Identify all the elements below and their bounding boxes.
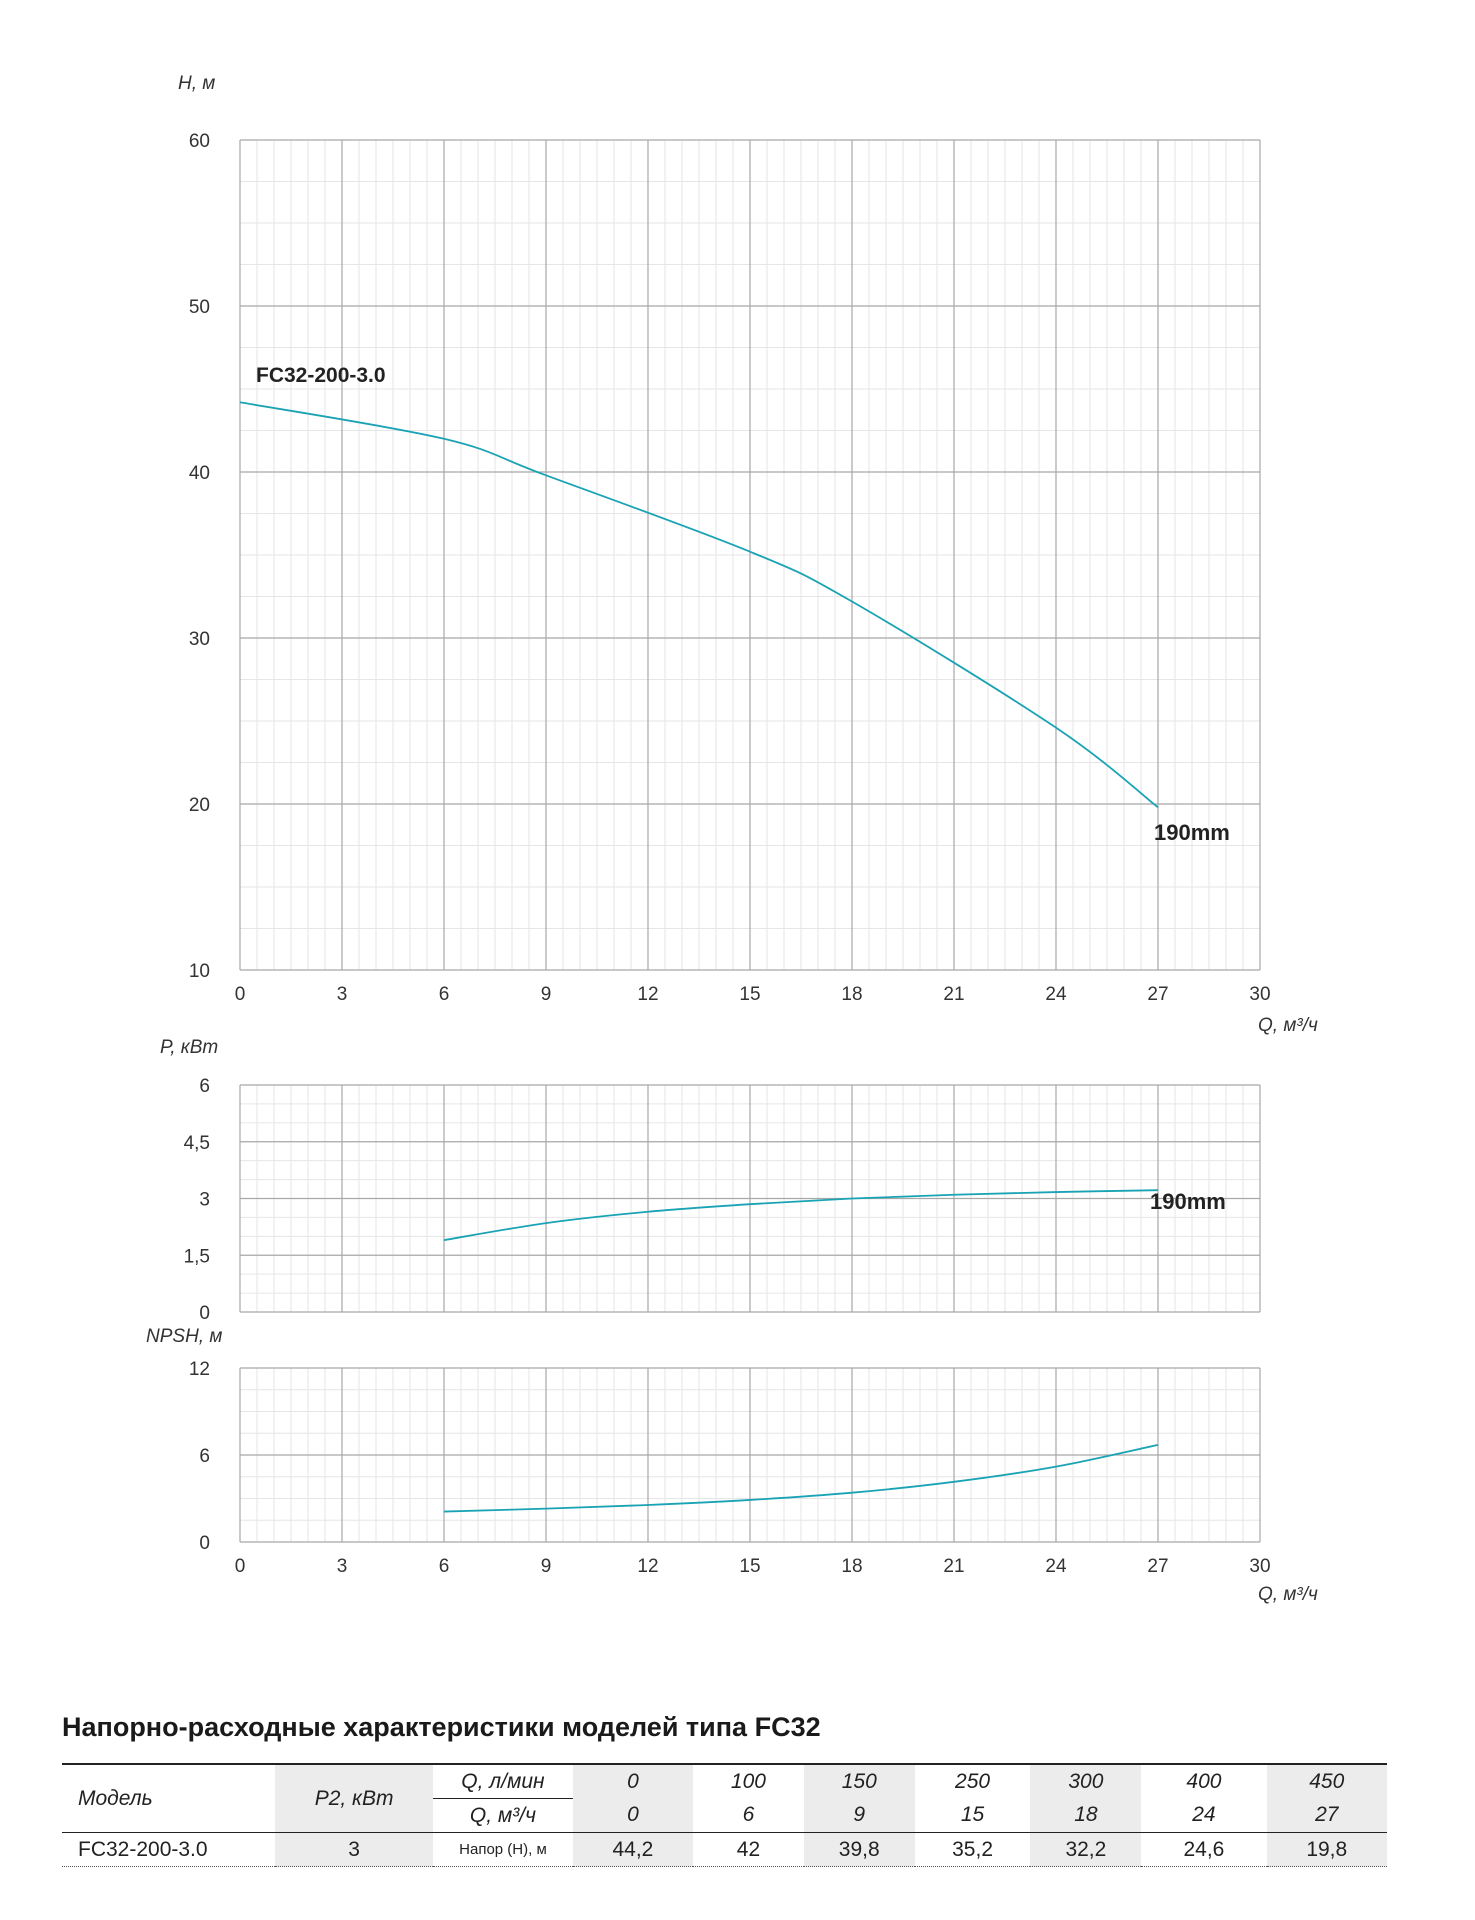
x-tick-label: 6 bbox=[439, 1556, 450, 1577]
power-chart: 0 1,5 3 4,5 6 P, кВт 190mm bbox=[160, 1037, 1261, 1324]
table-cell: 39,8 bbox=[803, 1832, 915, 1867]
y-tick-label: 60 bbox=[189, 131, 210, 152]
q-m3h-header: Q, м³/ч bbox=[433, 1798, 573, 1833]
table-cell: 42 bbox=[693, 1832, 804, 1867]
x-tick-label: 6 bbox=[439, 984, 450, 1005]
x-tick-label: 3 bbox=[337, 984, 348, 1005]
x-tick-label: 30 bbox=[1249, 984, 1270, 1005]
npsh-chart-y-ticks: 0 6 12 bbox=[189, 1359, 210, 1554]
x-tick-label: 12 bbox=[637, 984, 658, 1005]
head-curve-impeller-label: 190mm bbox=[1154, 820, 1230, 845]
npsh-chart-grid bbox=[239, 1367, 1261, 1543]
x-tick-label: 27 bbox=[1147, 984, 1168, 1005]
power-y-axis-label: P, кВт bbox=[160, 1037, 218, 1058]
table-cell: 19,8 bbox=[1266, 1832, 1387, 1867]
x-tick-label: 18 bbox=[841, 1556, 862, 1577]
npsh-chart: 0 6 12 0 3 6 9 12 15 18 21 24 27 30 NPSH, м Q, м³/ч bbox=[146, 1326, 1318, 1605]
model-header: Модель bbox=[62, 1763, 275, 1833]
x-tick-label: 21 bbox=[943, 1556, 964, 1577]
y-tick-label: 30 bbox=[189, 629, 210, 650]
table-title: Напорно-расходные характеристики моделей… bbox=[62, 1712, 821, 1742]
y-tick-label: 50 bbox=[189, 297, 210, 318]
model-name-cell: FC32-200-3.0 bbox=[62, 1832, 275, 1867]
head-chart-x-ticks: 0 3 6 9 12 15 18 21 24 27 30 bbox=[235, 984, 1271, 1005]
table-cell: 9 bbox=[803, 1798, 915, 1833]
table-cell: 44,2 bbox=[572, 1832, 694, 1867]
table-cell: 150 bbox=[803, 1763, 915, 1799]
npsh-x-axis-label: Q, м³/ч bbox=[1258, 1584, 1318, 1605]
table-cell: 0 bbox=[572, 1798, 694, 1833]
table-row-q-m3h: Q, м³/ч 0 6 9 15 18 24 27 bbox=[62, 1798, 1387, 1833]
table-cell: 24 bbox=[1141, 1798, 1267, 1833]
table-cell: 400 bbox=[1141, 1763, 1267, 1799]
x-tick-label: 18 bbox=[841, 984, 862, 1005]
y-tick-label: 10 bbox=[189, 961, 210, 982]
head-label-cell: Напор (Н), м bbox=[433, 1832, 573, 1867]
table-cell: 15 bbox=[914, 1798, 1031, 1833]
q-lmin-header: Q, л/мин bbox=[433, 1763, 573, 1799]
table-cell: 0 bbox=[572, 1763, 694, 1799]
head-chart-grid bbox=[239, 139, 1261, 971]
power-chart-grid bbox=[239, 1084, 1261, 1313]
power-curve bbox=[443, 1189, 1159, 1242]
x-tick-label: 15 bbox=[739, 984, 760, 1005]
y-tick-label: 20 bbox=[189, 795, 210, 816]
table-row-q-lmin: Модель P2, кВт Q, л/мин 0 100 150 250 30… bbox=[62, 1763, 1387, 1833]
table-cell: 300 bbox=[1030, 1763, 1142, 1799]
head-curve-model-label: FC32-200-3.0 bbox=[256, 364, 386, 387]
x-tick-label: 12 bbox=[637, 1556, 658, 1577]
p2-header: P2, кВт bbox=[274, 1763, 434, 1833]
head-x-axis-label: Q, м³/ч bbox=[1258, 1015, 1318, 1036]
table-cell: 32,2 bbox=[1030, 1832, 1142, 1867]
x-tick-label: 15 bbox=[739, 1556, 760, 1577]
power-chart-y-ticks: 0 1,5 3 4,5 6 bbox=[184, 1076, 210, 1324]
x-tick-label: 3 bbox=[337, 1556, 348, 1577]
x-tick-label: 0 bbox=[235, 1556, 246, 1577]
y-tick-label: 6 bbox=[199, 1076, 210, 1097]
x-tick-label: 0 bbox=[235, 984, 246, 1005]
table-cell: 27 bbox=[1266, 1798, 1387, 1833]
npsh-chart-x-ticks: 0 3 6 9 12 15 18 21 24 27 30 bbox=[235, 1556, 1271, 1577]
table-cell: 18 bbox=[1030, 1798, 1142, 1833]
x-tick-label: 21 bbox=[943, 984, 964, 1005]
y-tick-label: 1,5 bbox=[184, 1246, 210, 1267]
table-cell: 450 bbox=[1266, 1763, 1387, 1799]
head-chart-y-ticks: 10 20 30 40 50 60 bbox=[189, 131, 210, 982]
x-tick-label: 24 bbox=[1045, 984, 1067, 1005]
npsh-y-axis-label: NPSH, м bbox=[146, 1326, 222, 1347]
x-tick-label: 9 bbox=[541, 1556, 552, 1577]
table-cell: 35,2 bbox=[914, 1832, 1031, 1867]
x-tick-label: 9 bbox=[541, 984, 552, 1005]
y-tick-label: 40 bbox=[189, 463, 210, 484]
head-curve bbox=[239, 401, 1159, 809]
y-tick-label: 3 bbox=[199, 1190, 210, 1211]
y-tick-label: 6 bbox=[199, 1446, 210, 1467]
y-tick-label: 4,5 bbox=[184, 1133, 210, 1154]
x-tick-label: 24 bbox=[1045, 1556, 1067, 1577]
table-row-model: FC32-200-3.0 3 Напор (Н), м 44,2 42 39,8… bbox=[62, 1832, 1387, 1867]
performance-table: Модель P2, кВт Q, л/мин 0 100 150 250 30… bbox=[62, 1763, 1387, 1867]
head-y-axis-label: H, м bbox=[178, 73, 215, 94]
npsh-curve bbox=[443, 1443, 1159, 1513]
x-tick-label: 30 bbox=[1249, 1556, 1270, 1577]
table-cell: 24,6 bbox=[1141, 1832, 1267, 1867]
y-tick-label: 0 bbox=[199, 1533, 210, 1554]
power-curve-impeller-label: 190mm bbox=[1150, 1189, 1226, 1214]
x-tick-label: 27 bbox=[1147, 1556, 1168, 1577]
table-cell: 100 bbox=[693, 1763, 804, 1799]
y-tick-label: 12 bbox=[189, 1359, 210, 1380]
table-cell: 250 bbox=[914, 1763, 1031, 1799]
y-tick-label: 0 bbox=[199, 1303, 210, 1324]
p2-cell: 3 bbox=[274, 1832, 434, 1867]
table-cell: 6 bbox=[693, 1798, 804, 1833]
head-chart: 10 20 30 40 50 60 0 3 6 9 12 15 18 21 24 27 30 H, м Q, … bbox=[178, 73, 1318, 1036]
